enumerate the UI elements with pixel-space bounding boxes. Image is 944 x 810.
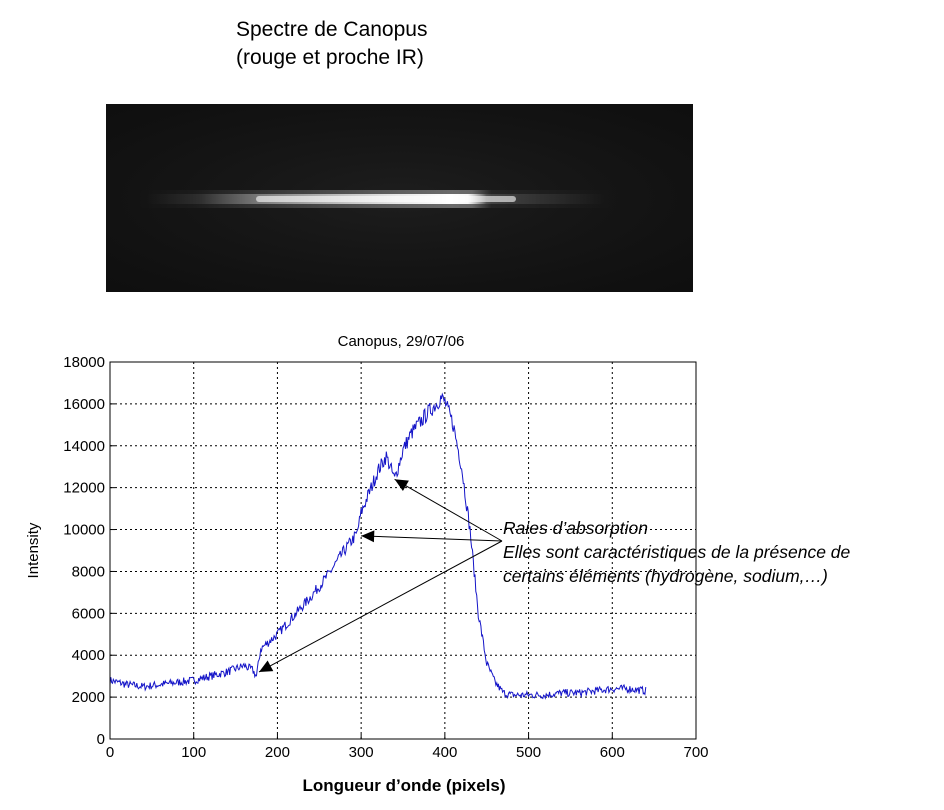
- annotation-arrow-line: [394, 478, 503, 542]
- y-tick-label: 2000: [72, 689, 105, 706]
- y-tick-label: 4000: [72, 647, 105, 664]
- x-axis-label: Longueur d’onde (pixels): [302, 776, 505, 795]
- intensity-series-line: [109, 392, 647, 700]
- y-tick-label: 14000: [63, 438, 105, 455]
- annotation-arrow-head: [394, 479, 409, 491]
- absorption-annotation: Raies d’absorption Elles sont caractéris…: [503, 516, 850, 588]
- y-tick-label: 6000: [72, 605, 105, 622]
- x-tick-label: 300: [349, 744, 374, 761]
- annotation-arrow-line: [258, 540, 503, 673]
- y-tick-label: 12000: [63, 480, 105, 497]
- y-tick-label: 10000: [63, 522, 105, 539]
- y-tick-label: 18000: [63, 354, 105, 371]
- chart-title: Canopus, 29/07/06: [338, 333, 465, 350]
- annotation-arrow-head: [361, 530, 375, 543]
- figure-title-line1: Spectre de Canopus: [236, 18, 428, 41]
- x-tick-label: 200: [265, 744, 290, 761]
- plot-border: [109, 361, 697, 740]
- x-tick-label: 100: [181, 744, 206, 761]
- annotation-arrow-line: [361, 535, 503, 542]
- x-tick-label: 600: [600, 744, 625, 761]
- spectrum-streak-image: [106, 104, 693, 292]
- x-tick-label: 500: [516, 744, 541, 761]
- figure-header: Spectre de Canopus (rouge et proche IR): [236, 16, 427, 72]
- annotation-arrow-head: [259, 660, 274, 672]
- annotation-line3: certains éléments (hydrogène, sodium,…): [503, 566, 828, 586]
- x-axis-ticks: 0 100 200 300 400 500 600 700: [106, 734, 709, 761]
- annotation-arrows: [258, 478, 503, 673]
- y-tick-label: 8000: [72, 563, 105, 580]
- x-tick-label: 0: [106, 744, 114, 761]
- y-tick-label: 0: [97, 731, 105, 748]
- figure-title-line2: (rouge et proche IR): [236, 46, 424, 69]
- x-tick-label: 700: [683, 744, 708, 761]
- y-axis-label: Intensity: [25, 522, 42, 578]
- y-axis-ticks: 0 2000 4000 6000 8000 10000 12000 14000 16000 180…: [63, 354, 115, 748]
- plot-area: [109, 361, 697, 740]
- annotation-line1: Raies d’absorption: [503, 518, 648, 538]
- x-tick-label: 400: [432, 744, 457, 761]
- annotation-line2: Elles sont caractéristiques de la présen…: [503, 542, 851, 562]
- y-tick-label: 16000: [63, 396, 105, 413]
